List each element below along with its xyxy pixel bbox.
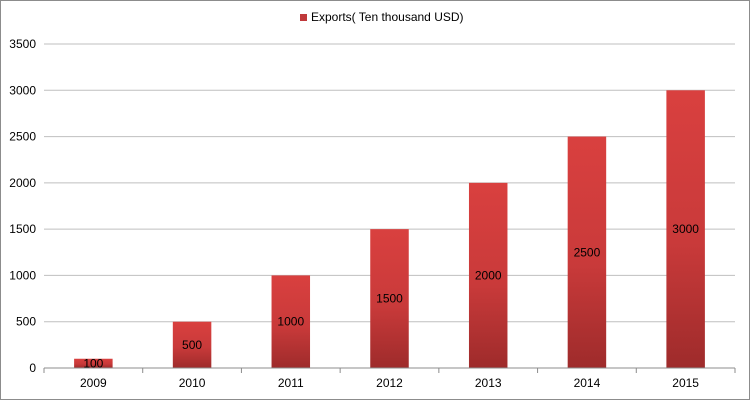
x-tick-label-2014: 2014 — [574, 376, 601, 390]
bars — [74, 90, 705, 369]
y-tick-label: 2500 — [9, 130, 36, 144]
data-label-2015: 3000 — [672, 222, 699, 236]
bar-2009 — [74, 358, 113, 368]
gridlines — [44, 43, 735, 323]
bar-2010 — [172, 321, 212, 368]
data-label-2010: 500 — [182, 338, 202, 352]
bar-2015 — [666, 90, 705, 369]
y-tick-label: 2000 — [9, 176, 36, 190]
x-tick-label-2012: 2012 — [376, 376, 403, 390]
legend-swatch — [300, 14, 307, 21]
x-tick-label-2009: 2009 — [80, 376, 107, 390]
y-tick-label: 1500 — [9, 222, 36, 236]
y-tick-label: 3000 — [9, 83, 36, 97]
y-axis-tick-labels: 0 500 1000 1500 2000 2500 3000 3500 — [9, 37, 36, 375]
data-label-2014: 2500 — [574, 245, 601, 259]
data-label-2009: 100 — [83, 356, 103, 370]
y-tick-label: 0 — [29, 361, 36, 375]
x-tick-label-2010: 2010 — [179, 376, 206, 390]
y-tick-label: 3500 — [9, 37, 36, 51]
legend-label: Exports( Ten thousand USD) — [311, 10, 464, 24]
data-label-2013: 2000 — [475, 268, 502, 282]
x-axis-tick-labels: 2009 2010 2011 2012 2013 2014 2015 — [43, 368, 736, 390]
y-tick-label: 1000 — [9, 268, 36, 282]
x-tick-label-2011: 2011 — [278, 376, 304, 390]
legend: Exports( Ten thousand USD) — [300, 10, 464, 24]
data-labels: 100 500 1000 1500 2000 2500 3000 — [83, 222, 699, 370]
bar-2012 — [370, 229, 409, 368]
data-label-2011: 1000 — [277, 315, 304, 329]
x-tick-label-2013: 2013 — [475, 376, 502, 390]
y-tick-label: 500 — [16, 315, 36, 329]
data-label-2012: 1500 — [376, 292, 403, 306]
bar-2011 — [271, 275, 311, 368]
x-tick-label-2015: 2015 — [672, 376, 699, 390]
bar-2013 — [468, 182, 508, 368]
bar-2014 — [567, 136, 607, 368]
